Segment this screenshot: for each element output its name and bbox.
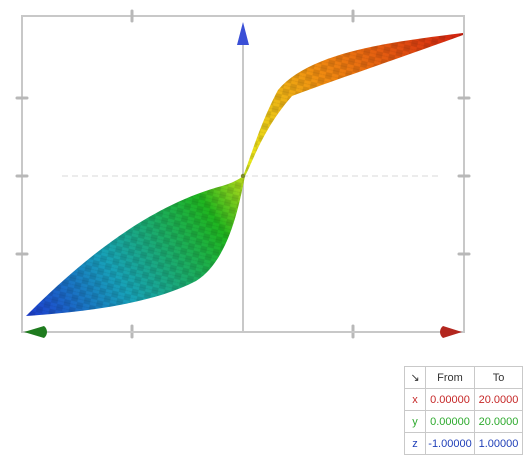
x-axis-arrow-icon[interactable] (440, 326, 462, 338)
z-axis-arrow-icon[interactable] (237, 22, 249, 45)
axis-label-y: y (404, 410, 426, 433)
axis-ticks (15, 9, 471, 339)
z-from-value[interactable]: -1.00000 (425, 432, 475, 455)
range-table-header-row: ↘ From To (404, 366, 523, 389)
y-to-value[interactable]: 20.0000 (474, 410, 523, 433)
x-to-value[interactable]: 20.0000 (474, 388, 523, 411)
x-from-value[interactable]: 0.00000 (425, 388, 475, 411)
surface-plot[interactable] (0, 0, 524, 345)
axis-range-table: ↘ From To x 0.00000 20.0000 y 0.00000 20… (404, 366, 523, 455)
axis-label-x: x (404, 388, 426, 411)
range-row-z: z -1.00000 1.00000 (404, 432, 523, 455)
z-to-value[interactable]: 1.00000 (474, 432, 523, 455)
arrow-down-right-icon[interactable]: ↘ (404, 366, 426, 389)
origin-point (240, 173, 246, 179)
from-header: From (425, 366, 475, 389)
axis-label-z: z (404, 432, 426, 455)
range-row-x: x 0.00000 20.0000 (404, 388, 523, 411)
range-row-y: y 0.00000 20.0000 (404, 410, 523, 433)
to-header: To (474, 366, 523, 389)
y-from-value[interactable]: 0.00000 (425, 410, 475, 433)
y-axis-arrow-icon[interactable] (24, 326, 47, 338)
